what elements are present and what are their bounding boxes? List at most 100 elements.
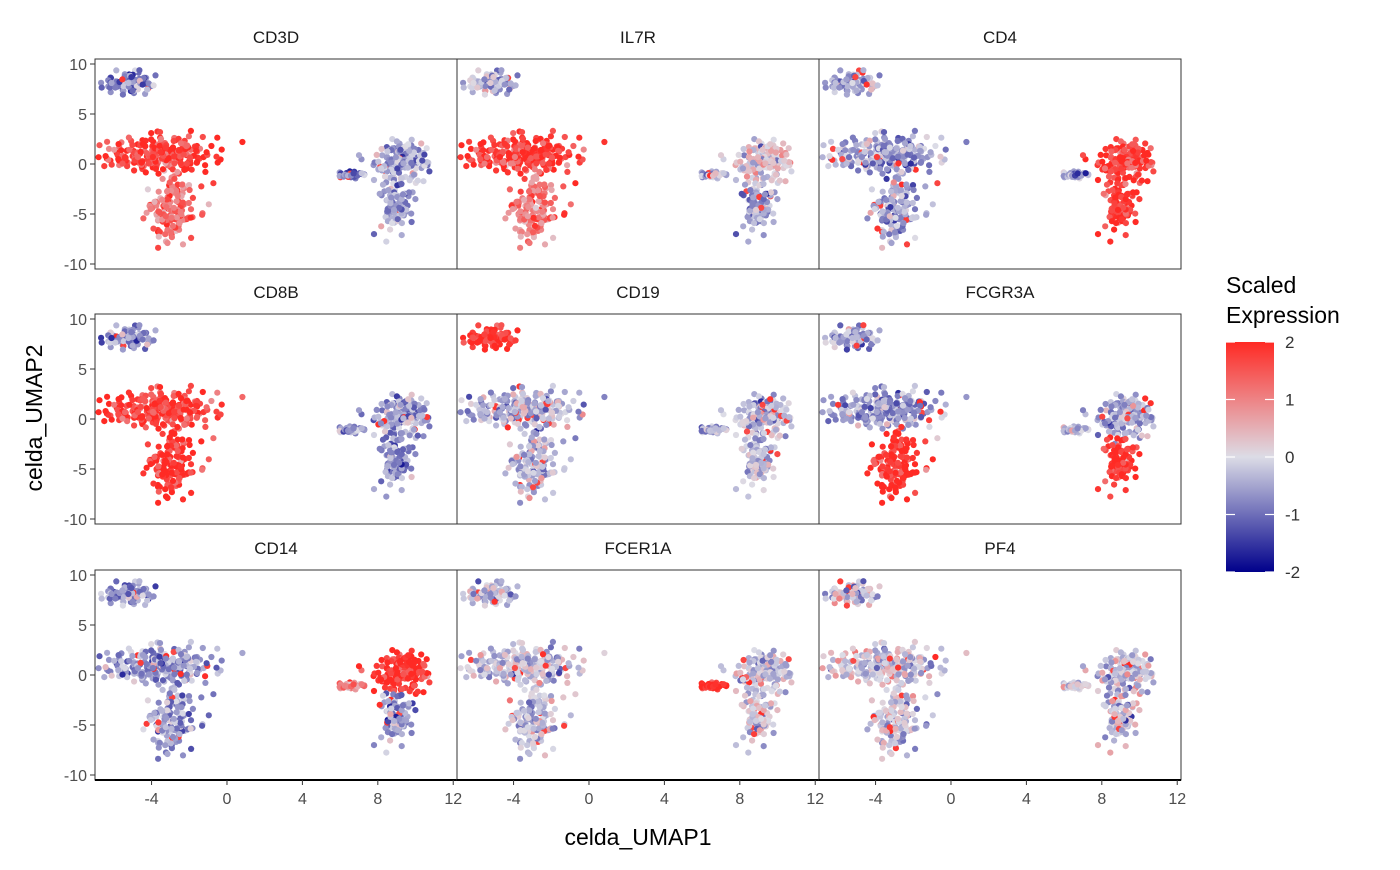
cell-point (530, 470, 536, 476)
cell-point (156, 489, 162, 495)
cell-point (160, 421, 166, 427)
cell-point (482, 347, 488, 353)
cell-point (525, 468, 531, 474)
cell-point (750, 450, 756, 456)
y-tick-label: 0 (78, 412, 87, 429)
cell-point (750, 415, 756, 421)
cell-point (491, 142, 497, 148)
cell-point (179, 181, 185, 187)
cell-point (1124, 160, 1130, 166)
cell-point (421, 152, 427, 158)
cell-point (400, 446, 406, 452)
cell-point (181, 152, 187, 158)
cell-point (900, 475, 906, 481)
cell-point (1123, 487, 1129, 493)
cell-point (458, 409, 464, 415)
cell-point (409, 474, 415, 480)
cell-point (502, 215, 508, 221)
cell-point (533, 160, 539, 166)
cell-point (377, 446, 383, 452)
cell-point (912, 461, 918, 467)
cell-point (943, 147, 949, 153)
cell-point (872, 391, 878, 397)
cell-point (911, 155, 917, 161)
cell-point (522, 431, 528, 437)
cell-point (1102, 223, 1108, 229)
cell-point (923, 467, 929, 473)
cell-point (1133, 219, 1139, 225)
cell-point (116, 141, 122, 147)
cell-point (903, 181, 909, 187)
cell-point (895, 415, 901, 421)
cell-point (380, 437, 386, 443)
cell-point (832, 335, 838, 341)
cell-point (111, 147, 117, 153)
cell-point (839, 411, 845, 417)
cell-point (898, 169, 904, 175)
cell-point (478, 396, 484, 402)
cell-point (755, 409, 761, 415)
cell-point (1083, 425, 1089, 431)
cell-point (1108, 403, 1114, 409)
cell-point (1150, 168, 1156, 174)
cell-point (208, 143, 214, 149)
cell-point (387, 227, 393, 233)
cell-point (507, 186, 513, 192)
cell-point (471, 162, 477, 168)
cell-point (481, 331, 487, 337)
cell-point (520, 149, 526, 155)
cell-point (388, 415, 394, 421)
cell-point (405, 141, 411, 147)
cell-point (733, 231, 739, 237)
cell-point (774, 196, 780, 202)
cell-point (524, 486, 530, 492)
cell-point (411, 172, 417, 178)
cell-point (771, 219, 777, 225)
cell-point (887, 213, 893, 219)
cell-point (907, 143, 913, 149)
cell-point (519, 398, 525, 404)
cell-point (144, 150, 150, 156)
cell-point (879, 500, 885, 506)
cell-point (761, 175, 767, 181)
cell-point (761, 232, 767, 238)
cell-point (122, 409, 128, 415)
cell-point (384, 403, 390, 409)
cell-point (872, 136, 878, 142)
cell-point (912, 128, 918, 134)
cell-point (910, 133, 916, 139)
cell-point (119, 76, 125, 82)
cell-point (158, 391, 164, 397)
cell-point (508, 160, 514, 166)
cell-point (526, 188, 532, 194)
cell-point (537, 448, 543, 454)
cell-point (1107, 239, 1113, 245)
facet-panel-il7r: IL7R (448, 28, 819, 269)
cell-point (538, 475, 544, 481)
cell-point (905, 407, 911, 413)
cell-point (1135, 172, 1141, 178)
cell-point (502, 82, 508, 88)
cell-point (1111, 482, 1117, 488)
cell-point (744, 174, 750, 180)
cell-point (375, 159, 381, 165)
cell-point (178, 415, 184, 421)
cell-point (198, 183, 204, 189)
cell-point (905, 167, 911, 173)
cell-point (159, 452, 165, 458)
cell-point (540, 160, 546, 166)
cell-point (750, 195, 756, 201)
cell-point (513, 199, 519, 205)
cell-point (518, 444, 524, 450)
y-tick-label: 5 (78, 362, 87, 379)
cell-point (930, 456, 936, 462)
cell-point (542, 241, 548, 247)
cell-point (1113, 220, 1119, 226)
cell-point (1131, 177, 1137, 183)
cell-point (160, 166, 166, 172)
cell-point (876, 327, 882, 333)
cell-point (895, 205, 901, 211)
cell-point (399, 487, 405, 493)
cell-point (1102, 420, 1108, 426)
facet-panel-fcgr3a: FCGR3A (810, 283, 1181, 524)
